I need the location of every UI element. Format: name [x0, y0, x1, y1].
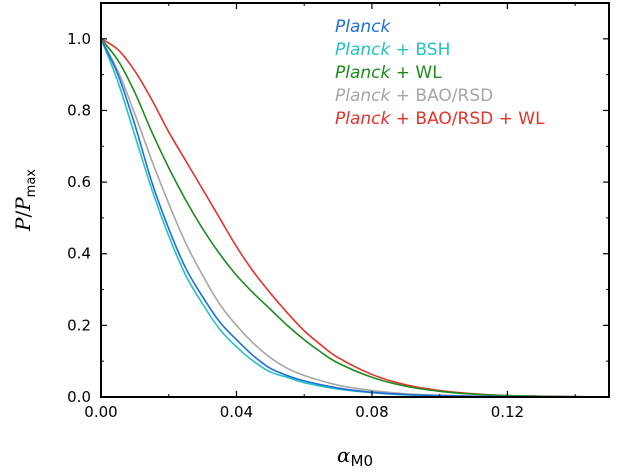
legend-entry-0: Planck — [335, 17, 392, 37]
legend-entry-italic: Planck — [335, 63, 392, 83]
legend-entry-2: Planck + WL — [335, 63, 442, 83]
plot-frame — [100, 2, 610, 398]
x-tick-label: 0.04 — [220, 403, 253, 421]
y-axis-label: P/Pmax — [11, 169, 39, 232]
series-line-2 — [100, 38, 610, 398]
legend-entry-rest: + WL — [390, 63, 442, 83]
x-axis-label: αM0 — [337, 443, 373, 470]
legend-entry-italic: Planck — [335, 17, 392, 37]
x-tick-label: 0.08 — [355, 403, 388, 421]
y-tick-label: 0.4 — [67, 245, 91, 263]
y-axis-label-pmax: P — [11, 197, 35, 212]
legend-entry-4: Planck + BAO/RSD + WL — [335, 109, 545, 129]
y-tick-label: 1.0 — [67, 30, 91, 48]
legend-entry-italic: Planck — [335, 86, 392, 106]
x-tick-label: 0.12 — [491, 403, 524, 421]
x-axis-label-sub: M0 — [351, 452, 374, 470]
y-axis-label-sep: / — [11, 211, 35, 218]
y-tick-label: 0.8 — [67, 101, 91, 119]
legend-entry-1: Planck + BSH — [335, 40, 450, 60]
x-tick-label: 0.00 — [84, 403, 117, 421]
legend-entry-rest: + BSH — [390, 40, 450, 60]
legend-entry-3: Planck + BAO/RSD — [335, 86, 493, 106]
legend-entry-rest: + BAO/RSD + WL — [390, 109, 545, 129]
legend-entry-italic: Planck — [335, 40, 392, 60]
y-tick-label: 0.2 — [67, 316, 91, 334]
ticks-layer: 0.00 0.04 0.08 0.12 0.0 0.2 0.4 0.6 0.8 1.0 — [67, 2, 609, 421]
legend-entry-rest: + BAO/RSD — [390, 86, 493, 106]
y-tick-label: 0.6 — [67, 173, 91, 191]
legend-entry-italic: Planck — [335, 109, 392, 129]
x-axis-label-base: α — [337, 443, 351, 467]
y-tick-label: 0.0 — [67, 388, 91, 406]
y-axis-label-p: P — [11, 217, 35, 232]
y-axis-label-sub: max — [24, 169, 39, 198]
